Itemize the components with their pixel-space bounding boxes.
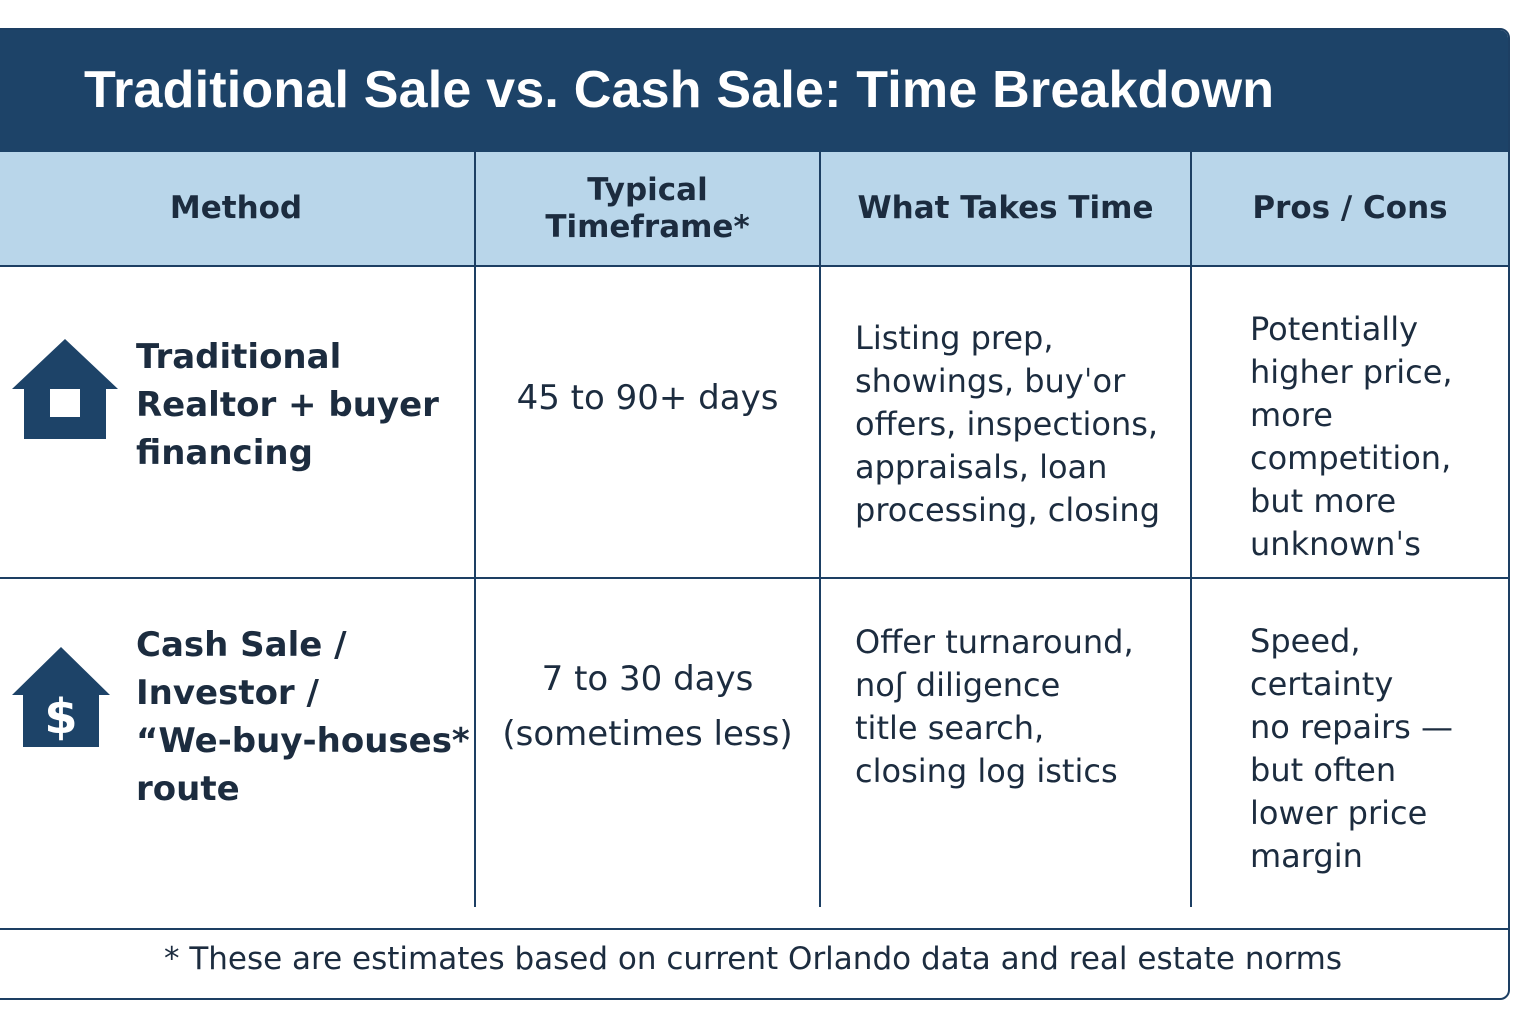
dollar-house-icon: $ [12,647,110,747]
table-row-cash-method-cell: $ Cash Sale / Investor / “We-buy-houses*… [0,579,476,907]
table-row-cash-pros-cons-cell: Speed, certainty no repairs — but often … [1192,579,1508,907]
column-header-what-takes-time-label: What Takes Time [857,190,1154,226]
pros-cons-text: Speed, certainty no repairs — but often … [1250,622,1453,875]
title-bar: Traditional Sale vs. Cash Sale: Time Bre… [0,30,1508,152]
method-label: Cash Sale / Investor / “We-buy-houses* r… [136,625,470,809]
table-row-traditional-timeframe-cell: 45 to 90+ days [476,267,821,579]
page-title: Traditional Sale vs. Cash Sale: Time Bre… [84,61,1275,119]
column-header-pros-cons-label: Pros / Cons [1252,190,1448,226]
svg-text:$: $ [44,689,77,745]
column-header-timeframe-label: Typical Timeframe* [545,171,750,245]
comparison-table: Method Typical Timeframe* What Takes Tim… [0,152,1508,907]
timeframe-value: 45 to 90+ days [516,378,779,418]
column-header-pros-cons: Pros / Cons [1192,152,1508,267]
table-row-cash-takes-time-cell: Offer turnaround, noʃ diligence title se… [821,579,1192,907]
house-icon [12,339,118,439]
table-row-traditional-pros-cons-cell: Potentially higher price, more competiti… [1192,267,1508,579]
column-header-what-takes-time: What Takes Time [821,152,1192,267]
column-header-method: Method [0,152,476,267]
footnote: * These are estimates based on current O… [0,928,1508,990]
pros-cons-text: Potentially higher price, more competiti… [1250,310,1453,563]
timeframe-value: 7 to 30 days (sometimes less) [502,659,793,754]
table-row-traditional-method-cell: Traditional Realtor + buyer financing [0,267,476,579]
table-row-traditional-takes-time-cell: Listing prep, showings, buyˈor offers, i… [821,267,1192,579]
column-header-method-label: Method [169,190,303,226]
table-row-cash-timeframe-cell: 7 to 30 days (sometimes less) [476,579,821,907]
what-takes-time-text: Offer turnaround, noʃ diligence title se… [855,623,1134,790]
column-header-timeframe: Typical Timeframe* [476,152,821,267]
method-label: Traditional Realtor + buyer financing [136,337,439,473]
comparison-card: Traditional Sale vs. Cash Sale: Time Bre… [0,28,1510,1000]
what-takes-time-text: Listing prep, showings, buyˈor offers, i… [855,319,1161,529]
